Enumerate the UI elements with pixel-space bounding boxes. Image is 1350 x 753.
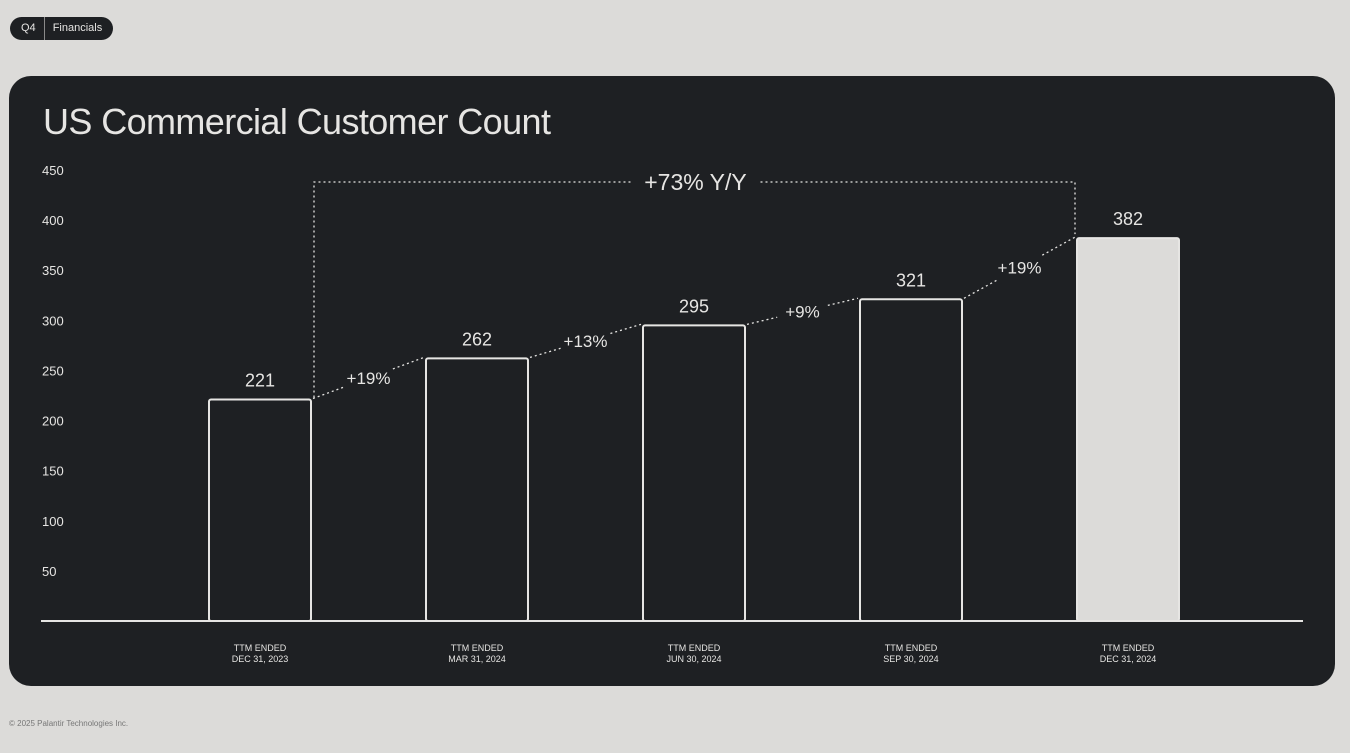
bar [859, 298, 963, 622]
y-tick-label: 200 [42, 414, 64, 429]
growth-connector [827, 297, 859, 307]
x-tick-label: MAR 31, 2024 [448, 654, 506, 664]
section-tag: Q4 Financials [10, 17, 114, 40]
y-tick-label: 450 [42, 163, 64, 178]
bar-value-label: 221 [245, 371, 275, 391]
growth-label: +13% [564, 332, 608, 351]
y-tick-label: 250 [42, 363, 64, 378]
x-tick-label: TTM ENDED [1102, 643, 1155, 653]
y-tick-label: 350 [42, 263, 64, 278]
growth-label: +19% [998, 259, 1042, 278]
growth-connector [610, 323, 642, 335]
growth-connector [312, 386, 345, 400]
x-tick-label: TTM ENDED [451, 643, 504, 653]
growth-label: +19% [347, 369, 391, 388]
x-tick-label: SEP 30, 2024 [883, 654, 938, 664]
bar-value-label: 295 [679, 296, 709, 316]
x-tick-label: TTM ENDED [668, 643, 721, 653]
y-tick-label: 50 [42, 564, 56, 579]
x-tick-label: DEC 31, 2023 [232, 654, 289, 664]
y-tick-label: 150 [42, 464, 64, 479]
y-tick-label: 100 [42, 514, 64, 529]
quarter-label: Q4 [10, 17, 45, 40]
section-label: Financials [52, 22, 103, 34]
x-tick-label: DEC 31, 2024 [1100, 654, 1157, 664]
growth-connector [963, 279, 998, 299]
x-tick-label: TTM ENDED [885, 643, 938, 653]
bar [642, 324, 746, 622]
growth-label: +9% [785, 302, 820, 321]
bar [425, 357, 529, 622]
bar [1076, 237, 1180, 622]
yoy-bracket [760, 181, 1076, 235]
chart-title: US Commercial Customer Count [43, 101, 551, 142]
copyright-footer: © 2025 Palantir Technologies Inc. [9, 719, 129, 728]
x-tick-label: JUN 30, 2024 [666, 654, 721, 664]
bar-value-label: 262 [462, 329, 492, 349]
growth-connector [746, 316, 778, 325]
growth-connector [392, 356, 425, 370]
yoy-label: +73% Y/Y [644, 169, 747, 195]
bar-value-label: 382 [1113, 209, 1143, 229]
yoy-bracket [313, 181, 631, 398]
growth-connector [529, 347, 561, 359]
growth-connector [1041, 236, 1076, 256]
y-tick-label: 300 [42, 313, 64, 328]
bar [208, 398, 312, 622]
bar-value-label: 321 [896, 270, 926, 290]
y-tick-label: 400 [42, 213, 64, 228]
x-tick-label: TTM ENDED [234, 643, 287, 653]
